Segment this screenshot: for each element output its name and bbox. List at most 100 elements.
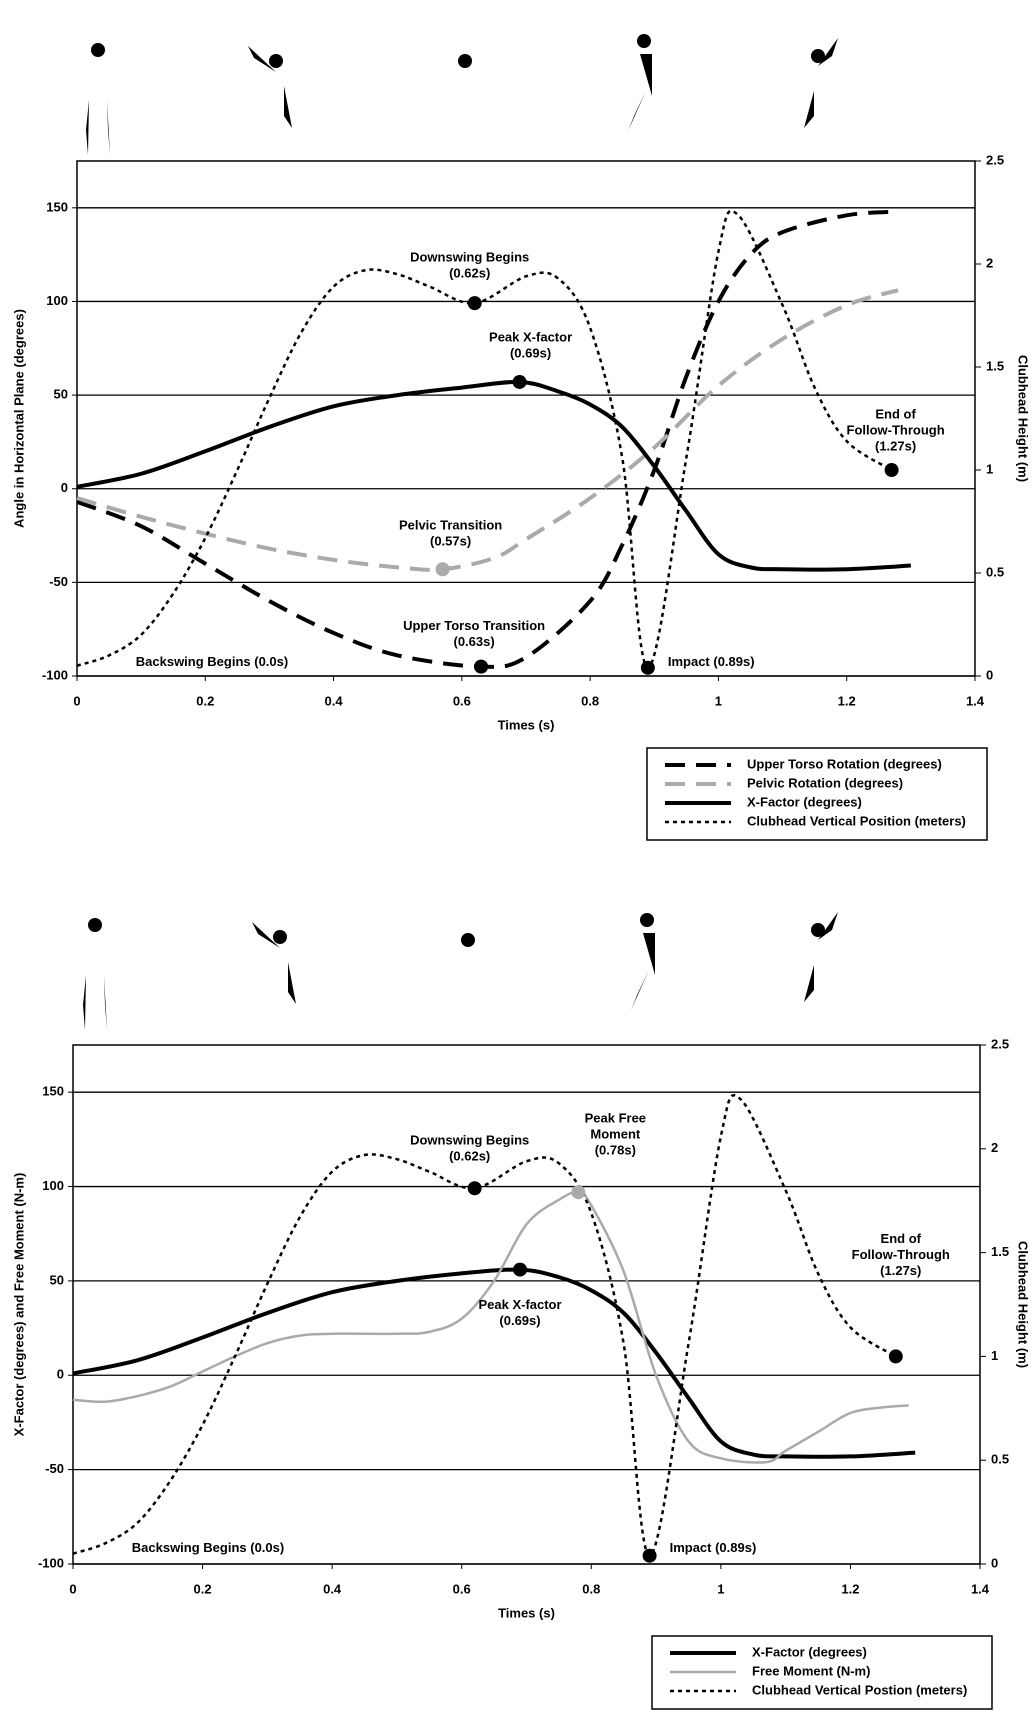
annotation-marker (513, 375, 527, 389)
y2-tick-label: 2 (986, 255, 993, 270)
annotation-text: Moment (590, 1127, 641, 1142)
annotation-text: (0.69s) (499, 1313, 540, 1328)
x-tick-label: 0 (73, 693, 80, 708)
y2-tick-label: 0.5 (991, 1452, 1009, 1467)
series-line (73, 1095, 896, 1555)
stick-figure (250, 892, 296, 1004)
y-tick-label: 150 (46, 199, 68, 214)
series-line (73, 1192, 909, 1462)
x-tick-label: 1.2 (838, 693, 856, 708)
y-tick-label: 0 (61, 480, 68, 495)
annotation-text: End of (881, 1231, 922, 1246)
y-tick-label: 100 (42, 1178, 64, 1193)
y-tick-label: -100 (38, 1555, 64, 1570)
annotation-text: (1.27s) (875, 438, 916, 453)
figure: -100-5005010015000.511.522.500.20.40.60.… (0, 0, 1035, 1712)
stick-figure (86, 43, 110, 155)
y2-tick-label: 2.5 (986, 152, 1004, 167)
y2-axis-label: Clubhead Height (m) (1016, 355, 1031, 482)
legend-label: X-Factor (degrees) (747, 794, 862, 809)
y2-tick-label: 1 (986, 461, 993, 476)
y-tick-label: 50 (50, 1272, 64, 1287)
y2-tick-label: 0 (986, 667, 993, 682)
x-tick-label: 0 (69, 1581, 76, 1596)
legend-label: Upper Torso Rotation (degrees) (747, 756, 942, 771)
x-tick-label: 0.6 (453, 693, 471, 708)
page: {"chart_data": [ {"type": "line", "x_lab… (0, 0, 1035, 1712)
y2-tick-label: 0 (991, 1555, 998, 1570)
y-tick-label: 50 (54, 387, 68, 402)
plot-frame (77, 161, 975, 676)
annotation-text: Impact (0.89s) (670, 1540, 757, 1555)
annotation-marker (468, 296, 482, 310)
annotation-text: Backswing Begins (0.0s) (132, 1540, 284, 1555)
stick-figure (83, 918, 107, 1030)
y-tick-label: -50 (49, 574, 68, 589)
annotation-text: Downswing Begins (410, 1133, 529, 1148)
legend-label: Clubhead Vertical Position (meters) (747, 813, 966, 828)
annotation-marker (474, 660, 488, 674)
x-tick-label: 0.6 (453, 1581, 471, 1596)
x-axis-label: Times (s) (498, 717, 555, 732)
annotation-marker (468, 1181, 482, 1195)
x-tick-label: 0.2 (194, 1581, 212, 1596)
annotation-text: Peak X-factor (489, 329, 572, 344)
stick-figure (441, 26, 489, 128)
x-tick-label: 0.8 (581, 693, 599, 708)
y-axis-label: X-Factor (degrees) and Free Moment (N-m) (11, 1173, 26, 1437)
annotation-text: Backswing Begins (0.0s) (136, 654, 288, 669)
x-tick-label: 1 (715, 693, 722, 708)
legend-label: Pelvic Rotation (degrees) (747, 775, 903, 790)
annotation-text: Follow-Through (852, 1247, 950, 1262)
annotation-text: (0.69s) (510, 345, 551, 360)
y2-tick-label: 2 (991, 1140, 998, 1155)
y2-tick-label: 1.5 (986, 358, 1004, 373)
annotation-marker (885, 463, 899, 477)
y-tick-label: -100 (42, 667, 68, 682)
annotation-text: Impact (0.89s) (668, 654, 755, 669)
annotation-marker (889, 1349, 903, 1363)
annotation-text: (0.63s) (453, 634, 494, 649)
annotation-marker (436, 562, 450, 576)
annotation-text: Downswing Begins (410, 250, 529, 265)
y2-tick-label: 0.5 (986, 564, 1004, 579)
y-axis-label: Angle in Horizontal Plane (degrees) (11, 309, 26, 528)
y2-axis-label: Clubhead Height (m) (1016, 1241, 1031, 1368)
stick-figure (631, 913, 657, 1010)
x-tick-label: 1.2 (841, 1581, 859, 1596)
legend-label: Clubhead Vertical Postion (meters) (752, 1682, 967, 1697)
stick-figure (804, 886, 838, 1002)
stick-figure (246, 16, 292, 128)
annotation-text: Pelvic Transition (399, 518, 502, 533)
legend-label: X-Factor (degrees) (752, 1644, 867, 1659)
x-tick-label: 1 (717, 1581, 724, 1596)
y2-tick-label: 1 (991, 1348, 998, 1363)
annotation-text: End of (875, 406, 916, 421)
x-tick-label: 0.4 (325, 693, 344, 708)
annotation-text: (1.27s) (880, 1263, 921, 1278)
stick-figure (804, 12, 838, 128)
y2-tick-label: 1.5 (991, 1244, 1009, 1259)
annotation-marker (513, 1263, 527, 1277)
stick-figure (444, 905, 492, 1007)
y-tick-label: 0 (57, 1367, 64, 1382)
annotation-text: (0.57s) (430, 534, 471, 549)
annotation-text: Upper Torso Transition (403, 618, 545, 633)
annotation-text: (0.62s) (449, 1149, 490, 1164)
x-tick-label: 0.2 (196, 693, 214, 708)
legend-label: Free Moment (N-m) (752, 1663, 870, 1678)
x-tick-label: 1.4 (966, 693, 985, 708)
x-axis-label: Times (s) (498, 1605, 555, 1620)
annotation-text: Follow-Through (847, 422, 945, 437)
annotation-text: (0.78s) (595, 1143, 636, 1158)
x-tick-label: 1.4 (971, 1581, 990, 1596)
x-tick-label: 0.4 (323, 1581, 342, 1596)
annotation-text: Peak X-factor (478, 1297, 561, 1312)
annotation-marker (643, 1549, 657, 1563)
annotation-marker (571, 1185, 585, 1199)
stick-figure (628, 34, 654, 131)
y-tick-label: 150 (42, 1084, 64, 1099)
y-tick-label: -50 (45, 1461, 64, 1476)
